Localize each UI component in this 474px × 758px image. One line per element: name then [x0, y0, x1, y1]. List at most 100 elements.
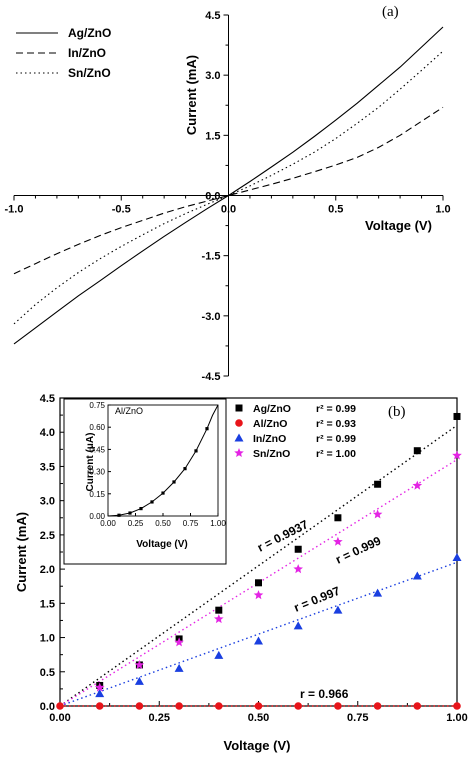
- inset-point: [194, 449, 198, 453]
- panel-a-y-tick-label: -1.5: [202, 251, 221, 263]
- panel-b-legend-r2: r² = 0.93: [316, 418, 356, 430]
- panel-b-point-al-zno: [254, 702, 263, 710]
- inset-y-tick-label: 0.75: [89, 401, 105, 410]
- panel-b-legend-marker: [234, 448, 244, 457]
- panel-b-point-al-zno: [56, 702, 64, 710]
- panel-b-legend-label: Sn/ZnO: [253, 448, 290, 460]
- panel-b-point-al-zno: [373, 702, 382, 710]
- panel-b-point-sn-zno: [214, 614, 224, 624]
- panel-b-x-axis-label: Voltage (V): [224, 738, 291, 753]
- panel-a-y-tick-label: 0.0: [205, 191, 220, 203]
- panel-b-point-al-zno: [294, 702, 303, 710]
- panel-a-y-tick-label: 3.0: [205, 70, 220, 82]
- inset-background: [63, 398, 227, 565]
- panel-b-y-tick-label: 1.0: [40, 633, 55, 645]
- panel-b-y-tick-label: 4.5: [40, 393, 55, 405]
- panel-b-fit-ag-zno: [59, 424, 458, 707]
- inset-x-tick-label: 0.25: [128, 519, 144, 528]
- panel-b-point-in-zno: [333, 605, 343, 614]
- panel-b-fit-label: r = 0.9937: [255, 517, 311, 555]
- panel-a-x-tick-label: 0.0: [221, 204, 236, 216]
- panel-b-legend-r2: r² = 0.99: [316, 433, 356, 445]
- panel-b-point-in-zno: [412, 571, 422, 580]
- panel-a-y-tick-label: -3.0: [202, 311, 221, 323]
- panel-b-fit-label: r = 0.999: [333, 533, 383, 566]
- panel-a-legend: Ag/ZnO In/ZnO Sn/ZnO: [16, 26, 111, 80]
- panel-a-x-tick-label: -1.0: [5, 204, 24, 216]
- panel-a-x-axis-label: Voltage (V): [365, 218, 432, 233]
- inset-point: [183, 467, 187, 471]
- inset-x-tick-label: 0.75: [183, 519, 199, 528]
- inset-ticks: 0.00 0.25 0.50 0.75 1.00 0.00 0.15 0.30 0.45 0.60…: [89, 401, 226, 528]
- inset-y-tick-label: 0.60: [89, 423, 105, 432]
- panel-b-x-tick-label: 0.75: [347, 712, 368, 724]
- panel-b-point-al-zno: [334, 702, 342, 710]
- panel-b-legend-label: In/ZnO: [253, 433, 286, 445]
- inset-point: [128, 511, 132, 515]
- panel-a-y-axis-label: Current (mA): [184, 55, 199, 135]
- panel-b-point-sn-zno: [94, 682, 105, 692]
- panel-a-y-tick-label: 4.5: [205, 10, 220, 22]
- panel-b-point-ag-zno: [453, 412, 461, 420]
- panel-a-label: (a): [382, 4, 399, 20]
- panel-b-point-ag-zno: [294, 545, 302, 553]
- inset-y-tick-label: 0.15: [89, 490, 105, 499]
- panel-b-linear-fits: 0.00 0.25 0.50 0.75 1.00 0.0 0.5 1.0 1.5 2.0 2.5 3.…: [14, 393, 468, 753]
- panel-b-y-tick-label: 0.0: [40, 701, 55, 713]
- inset-y-tick-label: 0.30: [89, 468, 105, 477]
- inset-x-axis-label: Voltage (V): [136, 539, 187, 550]
- panel-b-y-tick-label: 0.5: [40, 667, 55, 679]
- panel-b-point-al-zno: [453, 702, 461, 710]
- panel-a-x-tick-label: 1.0: [435, 204, 450, 216]
- panel-a-y-tick-label: -4.5: [202, 371, 221, 383]
- panel-b-point-in-zno: [174, 663, 184, 672]
- inset-title: Al/ZnO: [115, 406, 143, 416]
- panel-b-point-in-zno: [293, 621, 303, 630]
- panel-b-point-sn-zno: [333, 536, 343, 546]
- inset-points: [117, 427, 209, 517]
- panel-b-legend: Ag/ZnO r² = 0.99 Al/ZnO r² = 0.93 In/ZnO r² =…: [234, 403, 356, 460]
- panel-b-y-tick-label: 1.5: [40, 598, 55, 610]
- panel-b-legend-label: Ag/ZnO: [253, 403, 291, 415]
- panel-b-point-in-zno: [95, 689, 105, 698]
- panel-b-legend-label: Al/ZnO: [253, 418, 287, 430]
- panel-a-x-tick-label: 0.5: [328, 204, 343, 216]
- panel-a-series-ag-zno: [13, 26, 444, 345]
- inset-x-tick-label: 0.50: [155, 519, 171, 528]
- panel-b-point-sn-zno: [452, 450, 462, 460]
- panel-b-x-tick-label: 1.00: [446, 712, 467, 724]
- panel-b-point-in-zno: [214, 650, 224, 659]
- inset-x-tick-label: 1.00: [210, 519, 226, 528]
- panel-b-point-al-zno: [95, 702, 104, 710]
- panel-a-iv-curves: -1.0 -0.5 0.0 0.5 1.0 -4.5 -3.0 -1.5 0.0 1.5 3.0 4.…: [5, 4, 451, 383]
- inset-point: [117, 513, 121, 517]
- panel-b-legend-r2: r² = 0.99: [316, 403, 356, 415]
- panel-b-y-tick-label: 3.0: [40, 496, 55, 508]
- panel-b-point-al-zno: [413, 702, 422, 710]
- panel-b-legend-marker: [235, 419, 243, 427]
- panel-b-y-tick-label: 4.0: [40, 427, 55, 439]
- panel-b-point-ag-zno: [413, 447, 421, 455]
- panel-b-point-in-zno: [452, 552, 462, 561]
- panel-b-fit-label: r = 0.966: [300, 687, 349, 701]
- panel-b-point-ag-zno: [334, 514, 342, 522]
- panel-b-label: (b): [388, 404, 406, 420]
- panel-b-point-sn-zno: [134, 659, 145, 669]
- panel-b-point-in-zno: [134, 676, 144, 685]
- panel-a-curves: [13, 26, 444, 345]
- panel-b-point-al-zno: [135, 702, 144, 710]
- panel-b-legend-marker: [235, 404, 243, 412]
- inset-y-tick-label: 0.45: [89, 445, 105, 454]
- panel-b-ticks: 0.00 0.25 0.50 0.75 1.00 0.0 0.5 1.0 1.5 2.0 2.5 3.…: [40, 393, 468, 724]
- inset-point: [139, 507, 143, 511]
- panel-b-point-ag-zno: [374, 480, 382, 488]
- panel-b-fit-in-zno: [59, 561, 458, 707]
- panel-b-x-tick-label: 0.00: [49, 712, 70, 724]
- panel-a-legend-label: Ag/ZnO: [68, 26, 111, 40]
- panel-a-series-sn-zno: [13, 50, 444, 325]
- inset-y-tick-label: 0.00: [89, 512, 105, 521]
- panel-b-y-tick-label: 2.0: [40, 564, 55, 576]
- panel-b-x-tick-label: 0.50: [248, 712, 269, 724]
- panel-b-x-tick-label: 0.25: [149, 712, 170, 724]
- panel-b-point-sn-zno: [174, 637, 184, 647]
